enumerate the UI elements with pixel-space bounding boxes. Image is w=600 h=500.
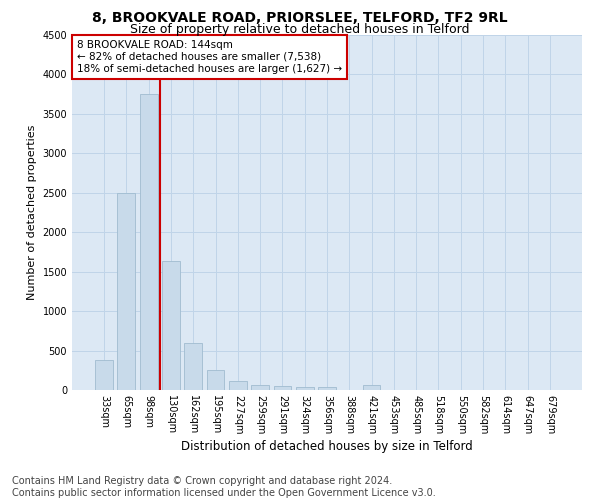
Bar [362,386,380,390]
Text: Contains HM Land Registry data © Crown copyright and database right 2024.
Contai: Contains HM Land Registry data © Crown c… [12,476,436,498]
Bar [95,360,113,390]
X-axis label: Distribution of detached houses by size in Telford: Distribution of detached houses by size … [181,440,473,453]
Bar [206,370,224,390]
Bar [229,382,247,390]
Text: Size of property relative to detached houses in Telford: Size of property relative to detached ho… [130,22,470,36]
Bar [251,386,269,390]
Bar [184,342,202,390]
Y-axis label: Number of detached properties: Number of detached properties [27,125,37,300]
Text: 8 BROOKVALE ROAD: 144sqm
← 82% of detached houses are smaller (7,538)
18% of sem: 8 BROOKVALE ROAD: 144sqm ← 82% of detach… [77,40,342,74]
Bar [118,193,136,390]
Bar [318,387,336,390]
Bar [162,260,180,390]
Bar [296,387,314,390]
Bar [274,386,292,390]
Bar [140,94,158,390]
Text: 8, BROOKVALE ROAD, PRIORSLEE, TELFORD, TF2 9RL: 8, BROOKVALE ROAD, PRIORSLEE, TELFORD, T… [92,11,508,25]
